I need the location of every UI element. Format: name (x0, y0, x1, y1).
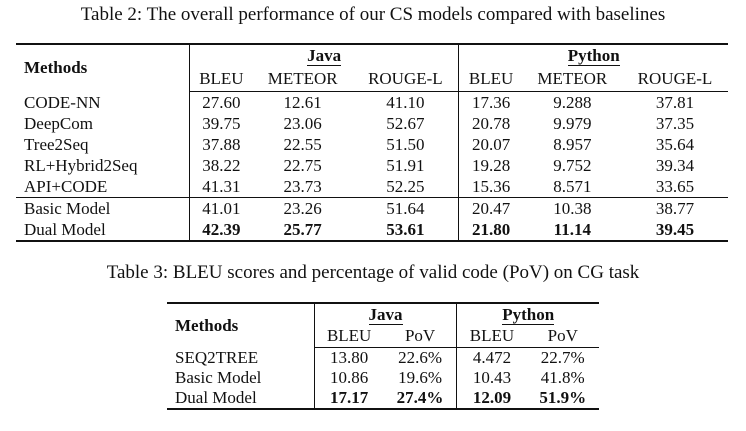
table2-method-cell: RL+Hybrid2Seq (24, 156, 138, 175)
table3-value-cell: 17.17 (313, 388, 384, 409)
table2-value-cell: 9.288 (553, 93, 592, 112)
table2-value-cell: 22.55 (283, 135, 322, 154)
table3-value-cell: 4.472 (456, 347, 527, 368)
table3-col-header: PoV (383, 325, 457, 348)
table2-value-cell: 38.77 (621, 197, 728, 219)
table3-value-cell: 12.09 (456, 388, 527, 409)
table2-method-cell: Tree2Seq (24, 135, 89, 154)
table2-value-cell: 37.81 (655, 93, 695, 112)
table2-value-cell: 37.35 (655, 114, 695, 133)
table3-method-cell: SEQ2TREE (175, 347, 259, 367)
table2-methods-header: Methods (24, 58, 88, 78)
table2-value-cell: 15.36 (458, 176, 523, 198)
table3-method-cell: Basic Model (175, 368, 262, 387)
table2-row: RL+Hybrid2Seq 38.22 22.75 51.91 19.28 9.752 39… (16, 155, 728, 176)
table2-col-header: METEOR (522, 67, 622, 92)
table2-value-cell: 22.75 (283, 156, 322, 175)
table2-value-cell: 23.73 (283, 177, 322, 196)
table2-value-cell: 27.60 (188, 91, 254, 113)
table2-caption: Table 2: The overall performance of our … (80, 4, 666, 25)
table2-value-cell: 51.64 (352, 197, 459, 219)
table2-row: DeepCom 39.75 23.06 52.67 20.78 9.979 37.35 (16, 113, 728, 134)
table2-col-header: METEOR (253, 67, 353, 92)
table3-value-cell: 19.6% (398, 368, 443, 387)
table2-value-cell: 19.28 (458, 155, 523, 176)
table2-value-cell: 8.571 (553, 177, 592, 196)
table2-row: API+CODE 41.31 23.73 52.25 15.36 8.571 33.65 (16, 176, 728, 198)
table2-value-cell: 23.06 (283, 114, 322, 133)
table3-value-cell: 51.9% (539, 388, 587, 407)
table2-row: Tree2Seq 37.88 22.55 51.50 20.07 8.957 35.64 (16, 134, 728, 155)
table2-value-cell: 51.91 (386, 156, 425, 175)
table2-java-group: Java (188, 44, 459, 67)
table2-col-header: BLEU (458, 67, 523, 92)
table3-row: SEQ2TREE 13.80 22.6% 4.472 22.7% (167, 347, 599, 368)
table3-python-group: Python (456, 303, 599, 325)
table3: Methods Java Python BLEU PoV BLEU PoV SE… (167, 302, 599, 410)
table2-method-cell: Basic Model (16, 197, 190, 219)
table2-value-cell: 23.26 (253, 197, 353, 219)
table3-col-header: BLEU (313, 325, 384, 348)
table2-value-cell: 17.36 (458, 91, 523, 113)
table2-value-cell: 39.75 (188, 113, 254, 134)
table3-row: Basic Model 10.86 19.6% 10.43 41.8% (167, 368, 599, 388)
table2-method-cell: API+CODE (24, 177, 108, 196)
table2-value-cell: 9.752 (553, 156, 592, 175)
table3-row: Dual Model 17.17 27.4% 12.09 51.9% (167, 388, 599, 409)
table3-methods-header: Methods (175, 315, 239, 335)
table2-row: Dual Model 42.39 25.77 53.61 21.80 11.14 39.45 (16, 219, 728, 241)
table2-value-cell: 20.47 (458, 197, 523, 219)
table3-value-cell: 10.43 (456, 368, 527, 388)
table2-col-header: BLEU (188, 67, 254, 92)
table3-java-group: Java (313, 303, 457, 325)
table2-value-cell: 41.31 (188, 176, 254, 198)
table2-value-cell: 38.22 (188, 155, 254, 176)
table2-col-header: ROUGE-L (352, 67, 459, 92)
table2-value-cell: 21.80 (458, 219, 523, 241)
table2-value-cell: 20.78 (458, 113, 523, 134)
table3-value-cell: 41.8% (540, 368, 585, 387)
table2-value-cell: 20.07 (458, 134, 523, 155)
table2-value-cell: 35.64 (655, 135, 695, 154)
table2-value-cell: 12.61 (283, 93, 322, 112)
table2-value-cell: 8.957 (553, 135, 592, 154)
table2-value-cell: 39.45 (655, 220, 695, 239)
table2-value-cell: 25.77 (283, 220, 322, 239)
table2-value-cell: 42.39 (188, 219, 254, 241)
table2-value-cell: 9.979 (553, 114, 592, 133)
table3-value-cell: 27.4% (396, 388, 444, 407)
table3-col-header: PoV (526, 325, 599, 348)
table2-value-cell: 39.34 (655, 156, 695, 175)
table2-row: Basic Model 41.01 23.26 51.64 20.47 10.38 38.7… (16, 197, 728, 219)
table2-method-cell: CODE-NN (24, 92, 101, 112)
table3-method-cell: Dual Model (175, 388, 257, 407)
table2-value-cell: 53.61 (386, 220, 425, 239)
table3-value-cell: 10.86 (313, 368, 384, 388)
table2-value-cell: 11.14 (553, 220, 591, 239)
table2-value-cell: 51.50 (386, 135, 425, 154)
table3-value-cell: 22.6% (398, 348, 443, 367)
table2-method-cell: DeepCom (24, 114, 93, 133)
table2-row: CODE-NN 27.60 12.61 41.10 17.36 9.288 37.81 (16, 91, 728, 113)
table2-value-cell: 33.65 (655, 177, 695, 196)
table2-value-cell: 37.88 (188, 134, 254, 155)
table2: Methods Java Python BLEU METEOR ROUGE-L … (16, 43, 728, 242)
table2-value-cell: 41.01 (188, 197, 254, 219)
table2-value-cell: 52.25 (386, 177, 425, 196)
table2-method-cell: Dual Model (24, 220, 106, 239)
table2-value-cell: 41.10 (386, 93, 425, 112)
table3-value-cell: 22.7% (540, 348, 585, 367)
table2-col-header: ROUGE-L (621, 67, 728, 92)
table3-value-cell: 13.80 (313, 347, 384, 368)
table2-value-cell: 52.67 (386, 114, 425, 133)
table2-python-group: Python (458, 44, 728, 67)
table3-caption: Table 3: BLEU scores and percentage of v… (106, 262, 640, 283)
table2-value-cell: 10.38 (522, 197, 622, 219)
table3-col-header: BLEU (456, 325, 527, 348)
